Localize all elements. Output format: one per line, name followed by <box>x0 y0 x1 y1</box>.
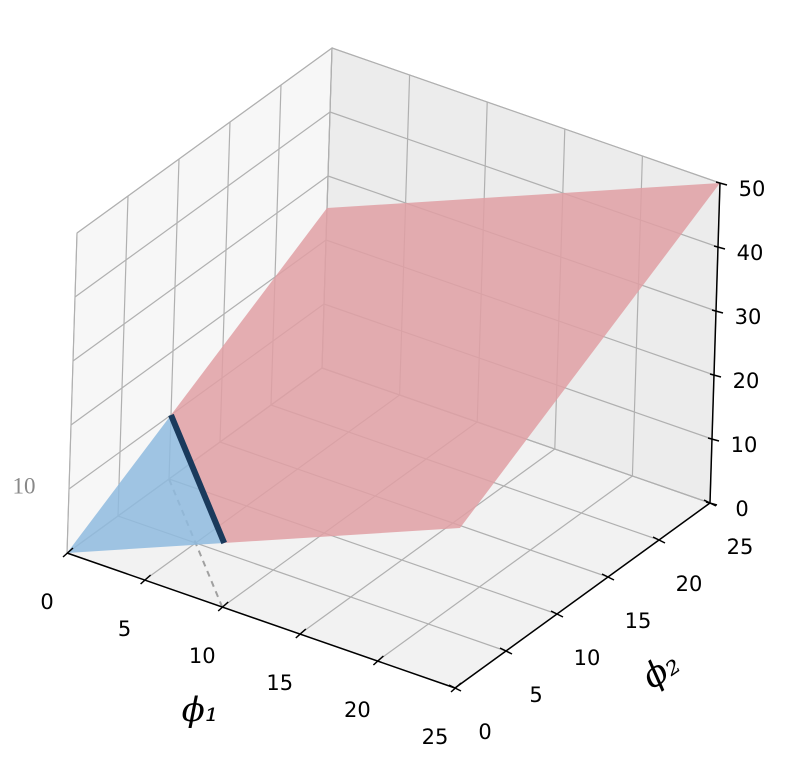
surface-region <box>171 183 720 543</box>
z-tick <box>715 181 728 186</box>
z-tick-label: 40 <box>737 241 764 265</box>
grid-line <box>72 175 329 362</box>
z-tick <box>713 245 726 250</box>
y-tick <box>499 647 513 655</box>
z-tick-label: 0 <box>735 497 748 521</box>
y-tick-label: 25 <box>727 535 754 559</box>
y-tick <box>550 610 564 618</box>
z-tick-label: 10 <box>731 433 758 457</box>
x-tick <box>450 682 462 693</box>
y-tick-label: 15 <box>625 609 652 633</box>
grid-line <box>117 195 129 517</box>
y-tick <box>652 536 666 544</box>
x-axis <box>66 552 456 689</box>
y-axis <box>454 502 711 689</box>
z-tick-label: 30 <box>735 305 762 329</box>
y-axis-label: ϕ₂ <box>634 643 687 697</box>
grid-line <box>76 47 333 234</box>
x-tick <box>295 628 307 639</box>
x-tick-label: 10 <box>189 644 216 668</box>
x-tick-label: 5 <box>118 617 131 641</box>
x-tick-label: 0 <box>40 590 53 614</box>
boundary-line <box>168 413 227 545</box>
x-tick <box>140 574 152 585</box>
y-tick-label: 10 <box>574 646 601 670</box>
annotation: 10 <box>13 473 36 498</box>
x-tick <box>372 655 384 666</box>
x-axis-label: ϕ₁ <box>182 690 219 730</box>
x-tick <box>62 547 74 558</box>
z-tick <box>705 501 718 506</box>
x-tick <box>217 601 229 612</box>
y-tick <box>448 684 462 692</box>
grid-line <box>331 47 721 184</box>
z-axis <box>709 182 721 504</box>
y-tick-label: 5 <box>529 683 542 707</box>
x-tick-label: 20 <box>344 698 371 722</box>
x-tick-label: 25 <box>422 725 449 749</box>
grid-line <box>377 475 633 662</box>
z-tick <box>711 309 724 314</box>
grid-line <box>66 232 78 554</box>
y-tick-label: 0 <box>478 720 491 744</box>
grid-line <box>299 448 556 635</box>
grid-line <box>74 111 331 298</box>
z-tick-label: 50 <box>739 177 766 201</box>
z-tick-label: 20 <box>733 369 760 393</box>
y-tick-label: 20 <box>676 572 703 596</box>
z-tick <box>707 437 720 442</box>
z-tick <box>709 373 722 378</box>
y-tick <box>601 573 615 581</box>
x-tick-label: 15 <box>266 671 293 695</box>
